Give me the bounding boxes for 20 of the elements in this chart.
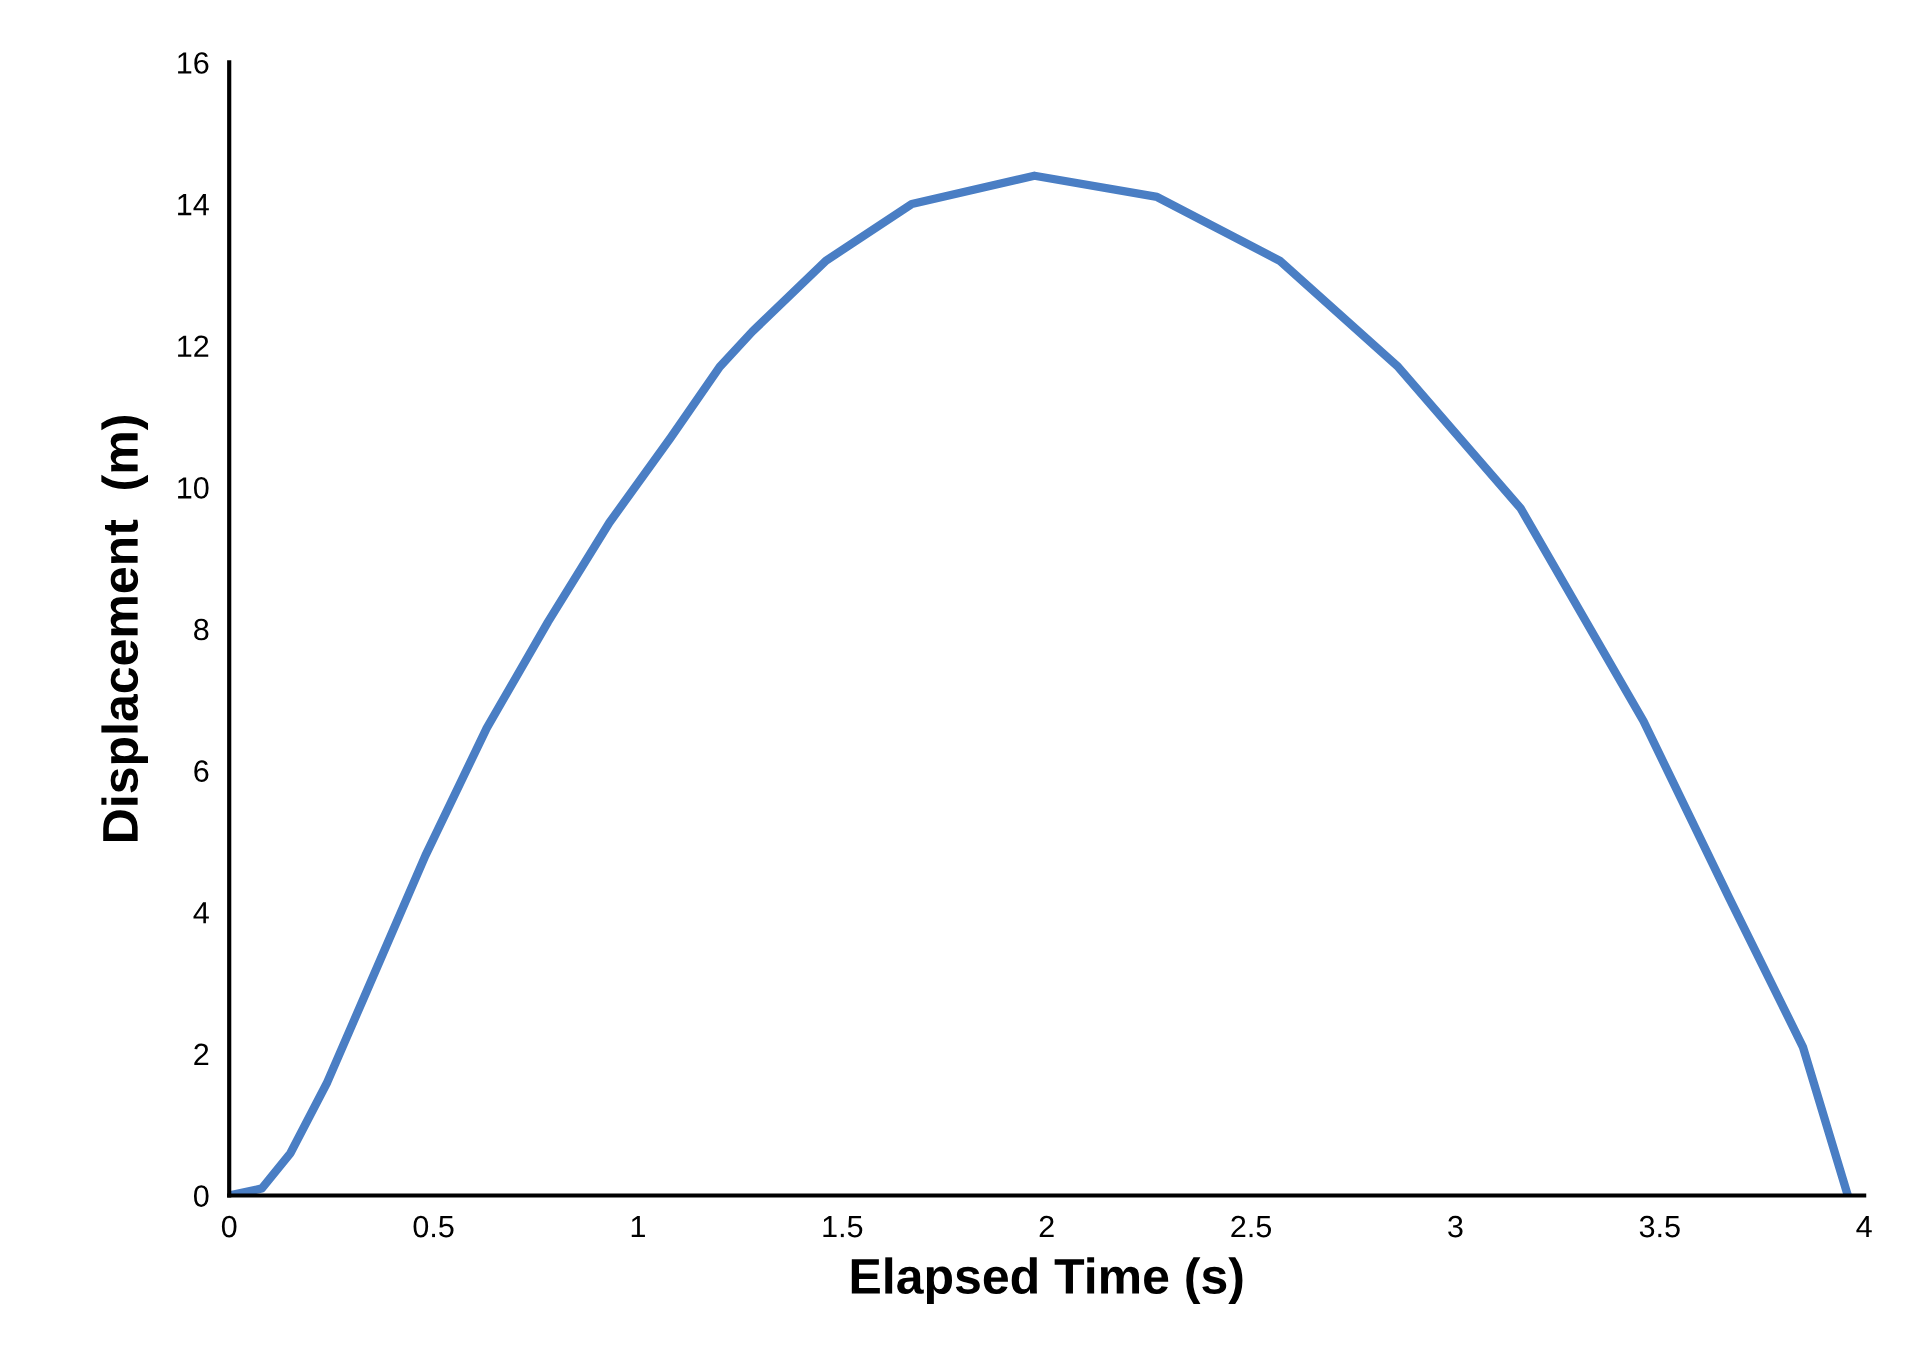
y-tick-label: 14 [178, 194, 209, 216]
x-tick-label: 4 [1856, 1216, 1872, 1238]
x-tick-label: 0 [221, 1215, 237, 1238]
x-tick-label: 2.5 [1231, 1215, 1272, 1238]
x-axis-title: Elapsed Time (s) [851, 1257, 1243, 1304]
y-tick-label: 10 [178, 477, 209, 499]
y-tick-label: 0 [193, 1185, 209, 1207]
x-tick-label: 0.5 [413, 1215, 454, 1238]
x-tick-label: 1.5 [823, 1216, 863, 1238]
y-tick-label: 16 [178, 52, 209, 74]
y-axis-title: Displacement (m) [101, 416, 148, 841]
y-tick-label: 12 [178, 335, 209, 357]
y-tick-label: 4 [193, 902, 209, 924]
x-tick-label: 2 [1039, 1215, 1054, 1238]
y-tick-label: 8 [194, 618, 209, 641]
y-tick-label: 6 [194, 760, 209, 782]
x-tick-label: 1 [631, 1216, 645, 1238]
y-tick-label: 2 [194, 1043, 209, 1065]
x-tick-label: 3 [1448, 1215, 1463, 1238]
x-tick-label: 3.5 [1639, 1215, 1680, 1238]
